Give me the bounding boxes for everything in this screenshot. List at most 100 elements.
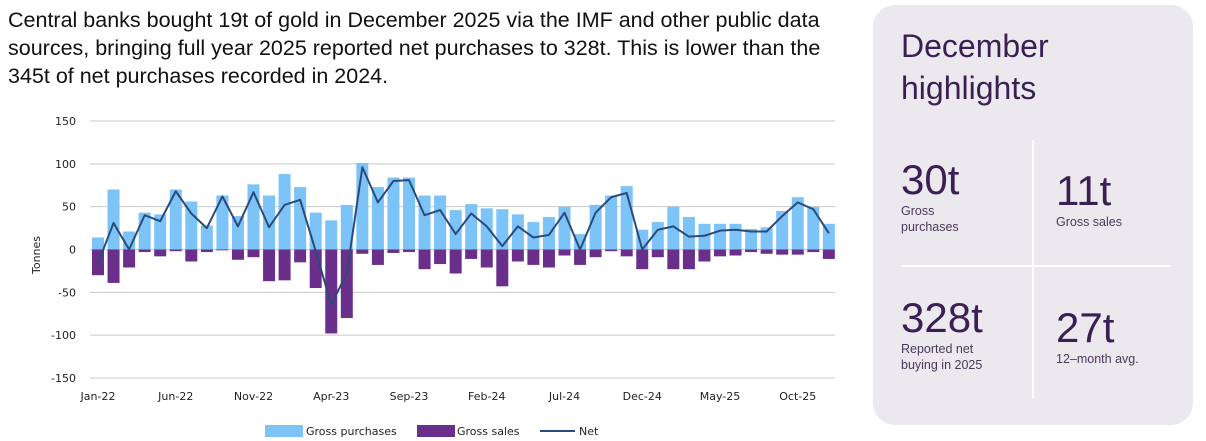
bar-gross-purchases [325,220,338,250]
bar-gross-sales [154,249,167,257]
bar-gross-purchases [107,189,120,250]
bar-gross-sales [667,249,680,270]
bar-gross-purchases [605,195,618,250]
x-tick-label: Jun-22 [157,390,193,403]
x-tick-label: Apr-23 [313,390,349,403]
gold-purchases-chart: 150 100 50 0 -50 -100 -150 Jan-22 Jun-22 Nov-22 A… [30,115,835,438]
bar-gross-sales [605,249,618,252]
bar-gross-sales [574,249,587,265]
bar-gross-sales [651,249,664,258]
bar-gross-purchases [200,225,213,250]
bar-gross-sales [138,249,151,253]
bar-gross-purchases [574,234,587,250]
bar-gross-sales [263,249,276,282]
bar-gross-sales [403,249,415,253]
x-tick-label: May-25 [700,390,741,403]
bar-gross-purchases [387,177,400,250]
bar-gross-sales [247,249,260,258]
y-tick-label: -50 [58,286,76,299]
bar-gross-sales [480,249,493,268]
bar-gross-sales [356,249,369,254]
bar-gross-sales [807,249,820,253]
bar-gross-purchases [589,204,602,250]
stat-label: Reported net buying in 2025 [901,342,983,372]
bar-gross-purchases [511,214,524,250]
bar-gross-sales [620,249,633,257]
bar-gross-purchases [714,223,726,250]
bar-gross-sales [278,249,291,281]
bar-gross-sales [496,249,509,287]
bar-gross-sales [449,249,462,274]
bar-gross-purchases [154,214,167,250]
bar-gross-sales [636,249,649,270]
stat-value: 30t [901,156,960,203]
bar-gross-purchases [278,174,291,250]
bar-gross-purchases [403,177,415,250]
bar-gross-sales [527,249,540,265]
stat-label: Gross purchases [901,204,959,234]
x-tick-label: Jan-22 [80,390,116,403]
bar-gross-purchases [185,201,198,250]
bar-gross-purchases [371,186,384,250]
x-tick-label: Nov-22 [234,390,273,403]
bar-gross-purchases [527,222,540,250]
legend-swatch-gross-purchases [265,425,303,437]
bar-gross-purchases [434,195,447,250]
bar-gross-purchases [169,189,182,250]
y-tick-label: 50 [62,201,76,214]
bar-gross-sales [776,249,789,255]
bar-gross-sales [216,249,229,251]
bar-gross-purchases [449,210,462,250]
bar-gross-purchases [309,212,322,250]
legend: Gross purchases Gross sales Net [265,425,599,438]
bar-gross-sales [714,249,726,257]
bar-gross-purchases [294,186,307,250]
legend-label-gross-purchases: Gross purchases [306,425,397,438]
bar-gross-purchases [216,195,229,250]
bar-gross-sales [434,249,447,265]
bar-gross-sales [542,249,555,268]
x-tick-label: Feb-24 [468,390,505,403]
bar-gross-purchases [791,197,804,250]
x-tick-label: Jul-24 [548,390,580,403]
bar-gross-sales [511,249,524,262]
bar-gross-sales [123,249,136,268]
y-tick-label: -100 [51,329,76,342]
december-highlights-panel: December highlights 30t Gross purchases … [873,5,1193,425]
bar-gross-purchases [807,206,820,250]
legend-label-gross-sales: Gross sales [457,425,520,438]
bar-gross-sales [589,249,602,258]
x-tick-label: Oct-25 [779,390,816,403]
bar-gross-purchases [231,216,244,250]
bar-gross-sales [822,249,835,259]
bar-gross-sales [760,249,773,254]
stat-value: 328t [901,294,983,341]
stat-net-buying-2025: 328t Reported net buying in 2025 [901,295,1026,373]
bar-gross-purchases [496,209,509,250]
bar-gross-sales [200,249,213,253]
stat-label: 12–month avg. [1056,352,1139,366]
x-tick-label: Sep-23 [390,390,429,403]
highlights-title: December highlights [901,28,1049,106]
stat-12-month-avg: 27t 12–month avg. [1056,305,1181,367]
net-line [97,166,830,306]
x-tick-label: Dec-24 [623,390,662,403]
y-tick-label: -150 [51,372,76,385]
legend-label-net: Net [579,425,599,438]
stat-gross-purchases: 30t Gross purchases [901,157,1026,235]
bar-gross-purchases [745,228,758,250]
bar-gross-purchases [760,227,773,250]
intro-text: Central banks bought 19t of gold in Dece… [8,8,821,88]
bar-gross-sales [340,249,353,319]
bar-gross-sales [418,249,431,270]
bar-gross-purchases [729,223,742,250]
bar-gross-sales [107,249,120,283]
stat-value: 11t [1056,167,1112,214]
bar-gross-sales [682,249,695,270]
bar-gross-sales [745,249,758,253]
y-tick-label: 0 [69,244,76,257]
bar-gross-purchases [92,237,104,250]
bar-gross-purchases [263,195,276,250]
bar-gross-sales [387,249,400,253]
bar-gross-purchases [776,210,789,250]
